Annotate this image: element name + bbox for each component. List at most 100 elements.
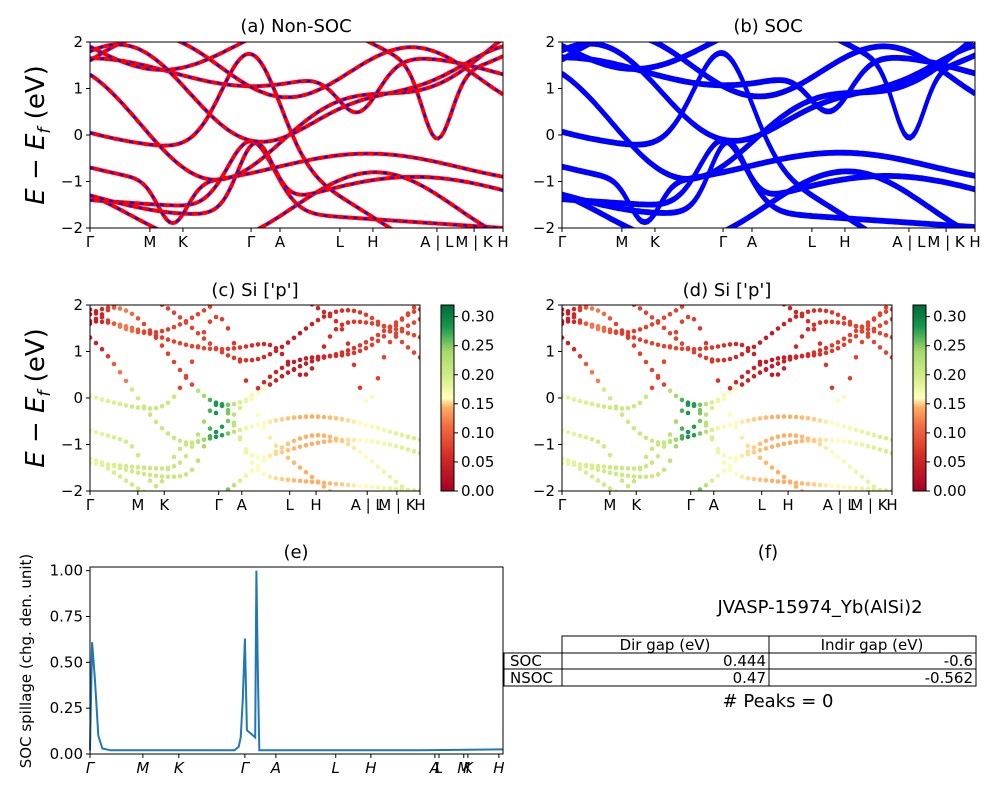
projection-point (417, 437, 420, 442)
projection-point (847, 376, 853, 381)
projection-point (649, 446, 655, 452)
projection-point (667, 311, 673, 317)
projection-point (775, 414, 781, 420)
projection-point (757, 416, 763, 421)
projection-point (769, 478, 775, 484)
projection-point (99, 346, 105, 352)
ytick-label: 2 (545, 33, 555, 51)
projection-point (417, 307, 420, 312)
projection-point (249, 468, 255, 474)
projection-point (847, 332, 853, 338)
projection-point (93, 311, 99, 316)
projection-point (739, 342, 745, 348)
projection-point (763, 335, 769, 341)
projection-point (285, 455, 291, 461)
projection-point (369, 342, 375, 348)
projection-point (562, 393, 565, 398)
projection-point (793, 439, 799, 445)
projection-point (279, 445, 285, 450)
projection-point (399, 432, 405, 438)
projection-point (309, 479, 315, 485)
projection-point (811, 437, 817, 443)
projection-point (625, 405, 631, 411)
xtick-label: Γ (215, 496, 224, 514)
projection-point (417, 488, 420, 491)
projection-point (613, 465, 619, 471)
projection-point (781, 433, 787, 438)
projection-point (345, 418, 351, 423)
projection-point (147, 406, 153, 411)
projection-point (411, 305, 417, 310)
ytick-label: −2 (533, 219, 555, 237)
projection-point (769, 363, 775, 369)
projection-point (613, 321, 619, 327)
projection-point (583, 321, 589, 327)
projection-point (709, 478, 715, 483)
projection-point (309, 474, 315, 480)
xtick-label: A | L (351, 496, 385, 514)
projection-point (709, 400, 715, 405)
projection-point (249, 424, 255, 429)
projection-point (279, 417, 285, 422)
projection-point (375, 440, 381, 445)
projection-point (595, 378, 601, 384)
projection-point (667, 388, 673, 394)
projection-point (661, 343, 667, 349)
projection-point (649, 385, 655, 391)
projection-point (105, 462, 111, 467)
projection-point (583, 400, 589, 406)
projection-point (577, 305, 583, 311)
projection-point (105, 354, 111, 359)
xtick-label: M | K (455, 233, 494, 251)
projection-point (249, 343, 255, 348)
projection-point (703, 420, 709, 426)
panel-a-frame (89, 41, 504, 229)
projection-point (207, 426, 213, 431)
projection-point (171, 339, 177, 344)
projection-point (375, 425, 381, 431)
projection-point (631, 335, 637, 340)
projection-point (135, 464, 141, 470)
projection-point (207, 305, 213, 309)
projection-point (703, 401, 709, 407)
colorbar-tick-label: 0.10 (933, 424, 966, 442)
projection-point (177, 460, 183, 465)
table-cell: 0.444 (723, 652, 766, 670)
projection-point (117, 465, 123, 471)
projection-point (811, 350, 817, 355)
colorbar-tick-label: 0.25 (933, 337, 966, 355)
projection-point (387, 474, 393, 480)
xtick-label: A (275, 233, 286, 251)
projection-point (637, 306, 643, 311)
projection-point (381, 441, 387, 446)
projection-point (99, 319, 105, 325)
projection-point (345, 442, 351, 447)
projection-point (321, 344, 327, 349)
ytick-label: 0.75 (50, 608, 83, 626)
projection-point (745, 443, 751, 449)
projection-point (303, 326, 309, 331)
projection-point (775, 443, 781, 448)
projection-point (405, 434, 411, 440)
projection-point (249, 453, 255, 458)
projection-point (243, 446, 249, 452)
projection-point (225, 402, 231, 408)
projection-point (333, 309, 339, 315)
projection-point (703, 412, 709, 417)
projection-point (889, 488, 892, 491)
xtick-label: Γ (86, 233, 95, 251)
projection-point (823, 350, 829, 356)
projection-point (691, 402, 697, 407)
projection-point (733, 458, 739, 464)
projection-point (637, 474, 643, 480)
projection-point (562, 321, 565, 326)
projection-point (123, 308, 129, 313)
projection-point (619, 478, 625, 483)
projection-point (571, 431, 577, 437)
projection-point (159, 343, 165, 348)
projection-point (231, 429, 237, 435)
projection-point (111, 400, 117, 406)
band-line-soc (90, 140, 503, 228)
projection-point (381, 485, 387, 491)
projection-point (399, 326, 405, 332)
